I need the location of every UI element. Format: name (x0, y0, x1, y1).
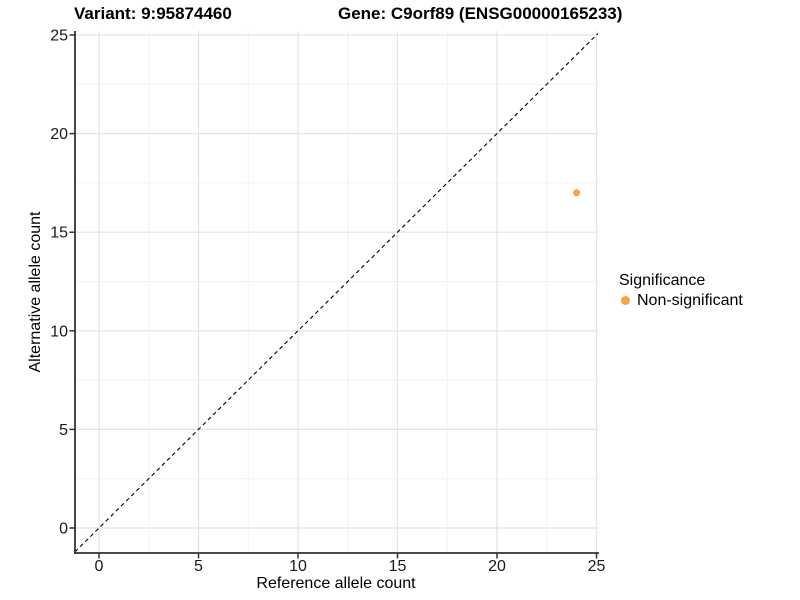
x-tick-label: 5 (194, 558, 203, 575)
y-tick-label: 5 (59, 422, 68, 439)
x-tick-label: 15 (389, 558, 407, 575)
x-axis-title: Reference allele count (256, 575, 416, 592)
variant-title: Variant: 9:95874460 (74, 4, 232, 23)
x-tick-label: 0 (95, 558, 104, 575)
identity-line (74, 33, 599, 553)
gene-title: Gene: C9orf89 (ENSG00000165233) (338, 4, 623, 23)
legend: Significance Non-significant (619, 271, 743, 310)
legend-entry-label: Non-significant (637, 292, 743, 309)
x-tick-label: 10 (289, 558, 307, 575)
data-point (573, 189, 581, 197)
y-axis-title: Alternative allele count (27, 211, 44, 373)
x-tick-label: 25 (588, 558, 606, 575)
y-tick-label: 25 (50, 28, 68, 45)
y-tick-label: 10 (50, 323, 68, 340)
legend-entry: Non-significant (619, 291, 743, 310)
y-tick-label: 20 (50, 126, 68, 143)
x-tick-label: 20 (488, 558, 506, 575)
y-tick-label: 0 (59, 521, 68, 538)
y-tick-label: 15 (50, 225, 68, 242)
legend-title: Significance (619, 272, 706, 289)
legend-point-icon (621, 296, 630, 305)
